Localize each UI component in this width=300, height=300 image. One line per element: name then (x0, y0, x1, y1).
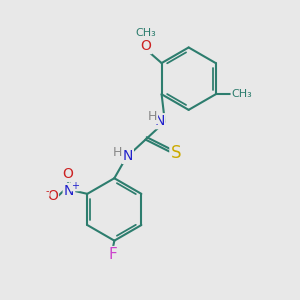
Text: H: H (113, 146, 123, 159)
Text: N: N (122, 149, 133, 163)
Text: +: + (71, 181, 80, 190)
Text: S: S (171, 144, 181, 162)
Text: CH₃: CH₃ (136, 28, 157, 38)
Text: H: H (148, 110, 157, 123)
Text: O: O (62, 167, 73, 181)
Text: N: N (64, 184, 74, 198)
Text: F: F (109, 247, 117, 262)
Text: -: - (45, 186, 49, 196)
Text: CH₃: CH₃ (231, 89, 252, 99)
Text: N: N (154, 114, 165, 128)
Text: O: O (140, 39, 151, 53)
Text: O: O (47, 189, 58, 203)
